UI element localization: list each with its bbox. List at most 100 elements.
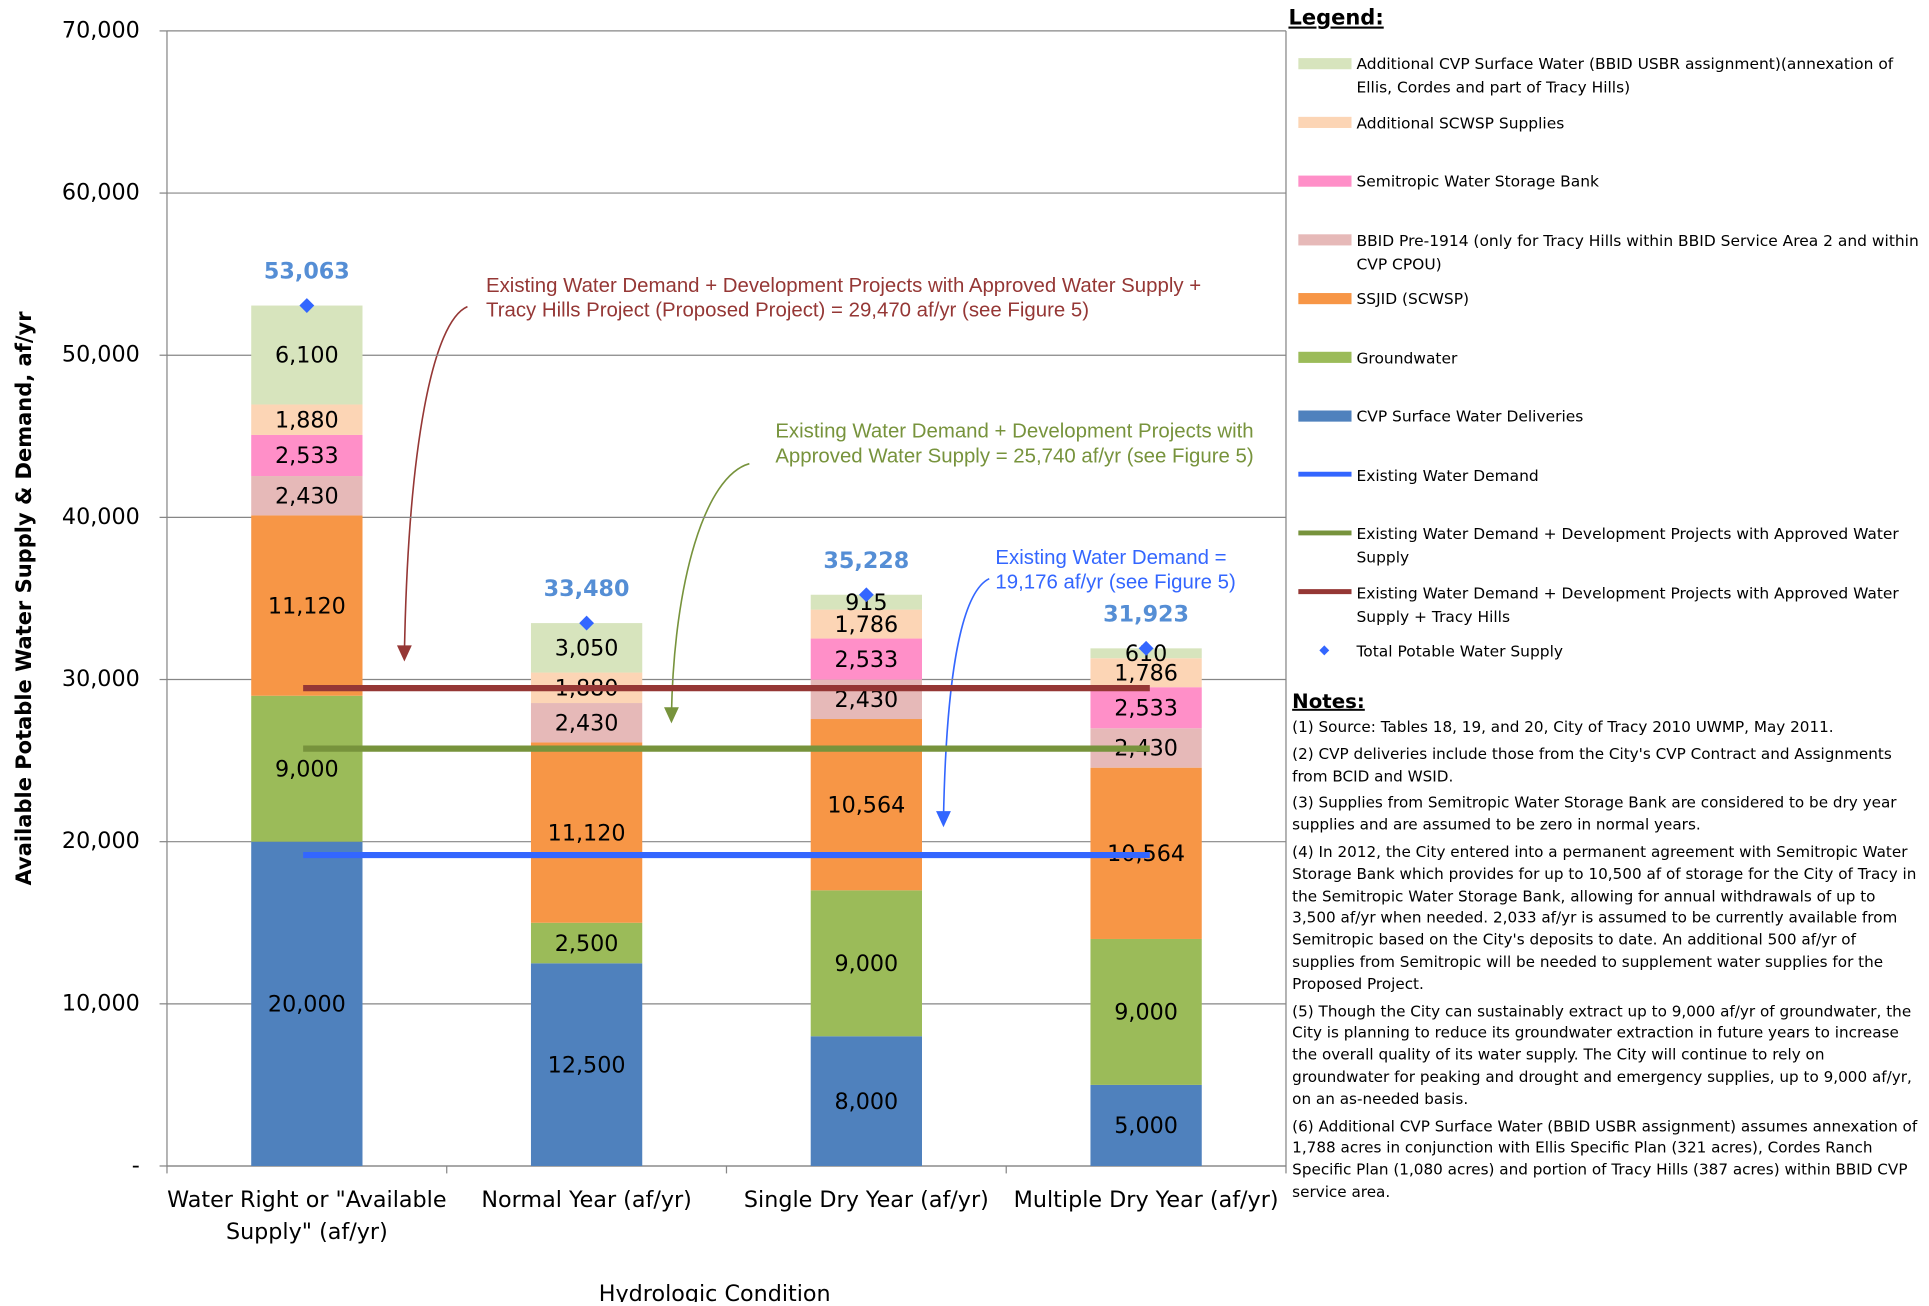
x-tick-label: Normal Year (af/yr) xyxy=(481,1187,692,1213)
annotation-arrow xyxy=(403,305,468,656)
text-box: Multiple Dry Year (af/yr) xyxy=(1013,1187,1279,1213)
legend-swatch xyxy=(1298,116,1352,128)
bar-segment xyxy=(251,841,363,1166)
text-box: SSJID (SCWSP) xyxy=(1356,289,1469,308)
annotation-arrow xyxy=(670,462,750,715)
data-label: 3,050 xyxy=(555,636,619,662)
legend-label: Additional CVP Surface Water (BBID USBR … xyxy=(1356,54,1894,97)
bar-segment xyxy=(810,890,922,1037)
notes-title: Notes: xyxy=(1292,690,1365,713)
text-box: Existing Water Demand + Development Proj… xyxy=(1356,524,1898,566)
bar-segment xyxy=(530,742,643,923)
text-box: Single Dry Year (af/yr) xyxy=(743,1187,989,1213)
note: (5) Though the City can sustainably extr… xyxy=(1292,1002,1912,1108)
data-label: 2,500 xyxy=(555,931,619,957)
bar-segment xyxy=(251,404,363,435)
y-tick-label: 40,000 xyxy=(62,504,140,530)
y-tick-label: 50,000 xyxy=(62,342,140,368)
data-label: 11,120 xyxy=(548,820,626,846)
text-box: Total Potable Water Supply xyxy=(1356,642,1563,661)
data-label: 6,100 xyxy=(275,343,339,369)
y-tick-label: 20,000 xyxy=(62,828,140,854)
bar-segment xyxy=(810,638,922,680)
legend-swatch xyxy=(1298,175,1352,187)
legend-swatch xyxy=(1298,293,1352,305)
legend-swatch xyxy=(1319,645,1330,656)
data-label: 2,430 xyxy=(275,483,339,509)
note: (6) Additional CVP Surface Water (BBID U… xyxy=(1292,1117,1918,1201)
data-label: 20,000 xyxy=(268,992,346,1018)
y-tick-label: 60,000 xyxy=(62,180,140,206)
arrow-head xyxy=(664,707,679,724)
data-label: 11,120 xyxy=(268,593,346,619)
bar-segment xyxy=(530,963,643,1166)
legend-label: Existing Water Demand + Development Proj… xyxy=(1356,582,1899,626)
annotation: Existing Water Demand + Development Proj… xyxy=(485,274,1202,322)
legend-swatch xyxy=(1298,351,1352,363)
data-label: 2,533 xyxy=(1114,695,1178,721)
text-box: Additional CVP Surface Water (BBID USBR … xyxy=(1356,54,1894,97)
data-label: 8,000 xyxy=(835,1089,899,1115)
bar-segment xyxy=(530,703,643,743)
legend-label: Additional SCWSP Supplies xyxy=(1356,113,1565,132)
legend-label: Semitropic Water Storage Bank xyxy=(1356,171,1600,191)
data-label: 2,430 xyxy=(835,687,899,713)
bar-segment xyxy=(1090,687,1202,729)
bar-segment xyxy=(1090,1084,1202,1166)
x-tick-label: Water Right or "Available Supply" (af/yr… xyxy=(167,1187,447,1246)
legend-title: Legend: xyxy=(1288,5,1383,30)
y-tick-label: 10,000 xyxy=(62,990,140,1016)
annotation: Existing Water Demand + Development Proj… xyxy=(775,420,1254,468)
annotation-arrow xyxy=(942,577,990,819)
data-label: 1,786 xyxy=(835,612,899,638)
bar-segment xyxy=(530,922,643,964)
data-label: 9,000 xyxy=(1114,1000,1178,1026)
data-label: 2,533 xyxy=(275,443,339,469)
total-marker xyxy=(579,615,595,631)
legend-label: CVP Surface Water Deliveries xyxy=(1356,406,1584,426)
bar-segment xyxy=(810,1036,922,1166)
bar-segment xyxy=(251,476,363,516)
text-box: Existing Water Demand + Development Proj… xyxy=(775,420,1254,468)
legend-swatch xyxy=(1298,410,1352,422)
bar-segment xyxy=(1090,658,1202,688)
data-label: 1,880 xyxy=(275,407,339,433)
total-marker xyxy=(858,587,874,603)
x-tick-label: Multiple Dry Year (af/yr) xyxy=(1013,1187,1279,1213)
bar-segment xyxy=(251,434,363,477)
data-label: 2,533 xyxy=(835,647,899,673)
legend-swatch xyxy=(1298,234,1352,246)
data-label: 5,000 xyxy=(1114,1113,1178,1139)
y-tick-label: 70,000 xyxy=(62,17,140,43)
bar-segment xyxy=(251,515,363,696)
note: (3) Supplies from Semitropic Water Stora… xyxy=(1292,794,1897,834)
y-tick-label: - xyxy=(132,1152,140,1178)
bar-segment xyxy=(1090,938,1202,1085)
text-box: BBID Pre-1914 (only for Tracy Hills with… xyxy=(1356,230,1919,273)
data-label: 10,564 xyxy=(827,792,905,818)
legend-label: BBID Pre-1914 (only for Tracy Hills with… xyxy=(1356,230,1919,273)
x-tick-label: Single Dry Year (af/yr) xyxy=(743,1187,989,1213)
data-label: 2,430 xyxy=(555,710,619,736)
annotation: Existing Water Demand = 19,176 af/yr (se… xyxy=(995,546,1236,594)
text-box: Existing Water Demand + Development Proj… xyxy=(1356,582,1899,626)
y-tick-label: 30,000 xyxy=(62,666,140,692)
total-label: 31,923 xyxy=(1103,601,1189,627)
text-box: Semitropic Water Storage Bank xyxy=(1356,171,1600,191)
legend-label: Existing Water Demand xyxy=(1356,465,1539,485)
bar-segment xyxy=(530,623,643,673)
bar-segment xyxy=(251,305,363,405)
total-label: 33,480 xyxy=(544,576,630,602)
text-box: CVP Surface Water Deliveries xyxy=(1356,406,1584,426)
bar-segment xyxy=(810,609,922,639)
note: (1) Source: Tables 18, 19, and 20, City … xyxy=(1292,718,1834,736)
note: (2) CVP deliveries include those from th… xyxy=(1292,745,1892,785)
total-marker xyxy=(1138,640,1154,656)
legend-label: Groundwater xyxy=(1356,348,1458,367)
text-box: Groundwater xyxy=(1356,348,1458,367)
x-axis-label: Hydrologic Condition xyxy=(599,1281,831,1302)
data-label: 9,000 xyxy=(275,756,339,782)
text-box: Normal Year (af/yr) xyxy=(481,1187,692,1213)
y-axis-label: Available Potable Water Supply & Demand,… xyxy=(11,311,36,886)
